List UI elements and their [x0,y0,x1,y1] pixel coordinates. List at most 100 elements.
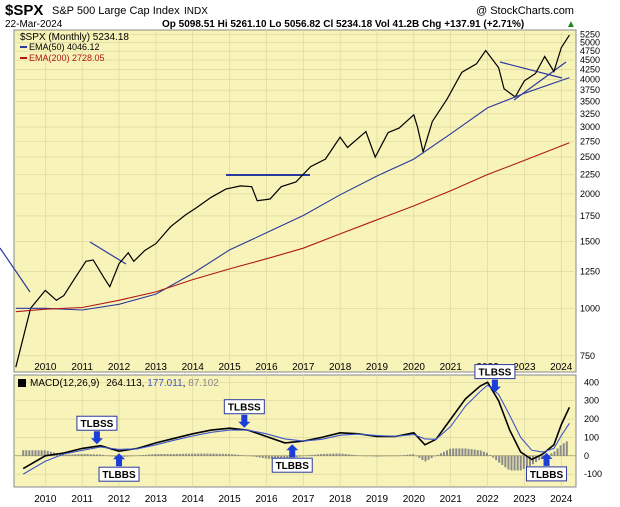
macd-histogram-bar [378,455,381,457]
macd-histogram-bar [95,454,98,456]
macd-histogram-bar [203,453,206,456]
price-x-tick-label: 2021 [440,362,463,373]
macd-histogram-bar [449,448,452,456]
price-tick-label: 3000 [580,122,600,132]
macd-histogram-bar [209,453,212,456]
macd-histogram-bar [513,455,516,471]
macd-histogram-bar [258,455,261,458]
macd-histogram-bar [522,455,525,469]
macd-histogram-bar [516,455,519,471]
macd-histogram-bar [178,453,181,456]
macd-histogram-bar [123,455,126,457]
price-tick-label: 3750 [580,85,600,95]
macd-histogram-bar [538,455,541,461]
macd-histogram-bar [372,455,375,457]
macd-value: 264.113 [106,378,142,389]
macd-histogram-bar [212,453,215,456]
resistance-trendline-2011 [89,241,127,265]
macd-histogram-bar [129,455,132,457]
macd-histogram-bar [25,450,28,456]
price-legend: $SPX (Monthly) 5234.18 EMA(50) 4046.12 E… [20,32,129,63]
macd-histogram-bar [452,448,455,456]
price-x-tick-label: 2018 [329,362,352,373]
macd-x-tick-label: 2013 [145,494,168,505]
legend-price: $SPX (Monthly) 5234.18 [20,32,129,43]
macd-histogram-bar [89,454,92,456]
macd-histogram-bar [92,454,95,456]
macd-histogram-bar [264,455,267,459]
macd-annotations: TLBSS TLBSS TLBSS TLBBS TLBBS TLBBS [76,364,568,482]
copyright-label: @ StockCharts.com [476,5,574,17]
macd-histogram-bar [347,454,350,456]
macd-histogram-bar [37,450,40,456]
macd-histogram-bar [360,455,363,457]
macd-label: MACD(12,26,9) 264.113, 177.011, 87.102 [30,378,219,389]
macd-histogram-bar [160,453,163,456]
macd-histogram-bar [197,453,200,456]
macd-histogram-bar [286,455,289,460]
price-grid [14,30,576,372]
annotation-label: TLBBS [102,470,136,481]
macd-label-name: MACD(12,26,9) [30,378,99,389]
macd-histogram-bar [317,454,320,456]
macd-histogram-bar [80,453,83,456]
price-tick-label: 4750 [580,46,600,56]
up-arrow-icon: ▲ [566,19,576,30]
macd-histogram-bar [541,455,544,459]
down-arrow-icon [488,379,501,393]
macd-series [22,381,571,475]
price-tick-label: 5000 [580,38,600,48]
price-axis-ticks: 750 1000 1250 1500 1750 2000 2250 2500 2750 3000 3… [580,30,600,361]
macd-x-tick-label: 2014 [182,494,205,505]
macd-x-tick-label: 2015 [218,494,241,505]
macd-histogram-bar [184,453,187,456]
macd-histogram-bar [191,453,194,456]
macd-histogram-bar [255,455,258,458]
macd-histogram-bar [403,455,406,456]
macd-histogram-bar [369,455,372,457]
macd-histogram-bar [501,455,504,465]
macd-x-tick-label: 2023 [513,494,536,505]
macd-histogram-bar [181,453,184,456]
macd-histogram-bar [114,455,117,457]
price-tick-label: 5250 [580,30,600,40]
tlbbs-annotation: TLBBS [526,452,568,482]
price-tick-label: 1750 [580,211,600,221]
macd-histogram-bar [495,455,498,461]
macd-x-tick-label: 2019 [366,494,389,505]
annotation-box [474,364,516,380]
macd-histogram-bar [154,453,157,456]
macd-histogram-bar [132,455,135,457]
support-trendline [0,247,31,293]
macd-histogram-bar [482,451,485,456]
price-tick-label: 1250 [580,267,600,277]
macd-histogram-bar [556,448,559,456]
macd-histogram-bar [304,455,307,457]
macd-legend: MACD(12,26,9) 264.113, 177.011, 87.102 [18,378,219,389]
macd-x-tick-label: 2012 [108,494,131,505]
macd-histogram-bar [332,453,335,456]
macd-histogram-bar [270,455,273,459]
annotation-label: TLBSS [479,368,512,379]
macd-histogram-bar [34,450,37,456]
macd-histogram-bar [111,455,114,457]
macd-histogram-bar [399,455,402,456]
macd-histogram-bar [565,441,568,456]
macd-histogram-bar [485,452,488,456]
price-tick-label: 1000 [580,303,600,313]
macd-histogram-bar [442,451,445,456]
macd-x-tick-label: 2018 [329,494,352,505]
annotation-box [223,399,265,415]
macd-x-tick-label: 2016 [255,494,278,505]
macd-histogram-bar [406,454,409,456]
annotation-box [271,457,313,473]
macd-histogram-bar [289,455,292,459]
macd-histogram-bar [464,448,467,456]
macd-histogram-bar [231,454,234,456]
price-x-tick-label: 2024 [550,362,573,373]
macd-histogram-bar [510,455,513,471]
macd-histogram-bar [476,449,479,456]
macd-histogram-bar [77,454,80,456]
price-x-tick-label: 2017 [292,362,315,373]
macd-histogram-bar [375,455,378,457]
